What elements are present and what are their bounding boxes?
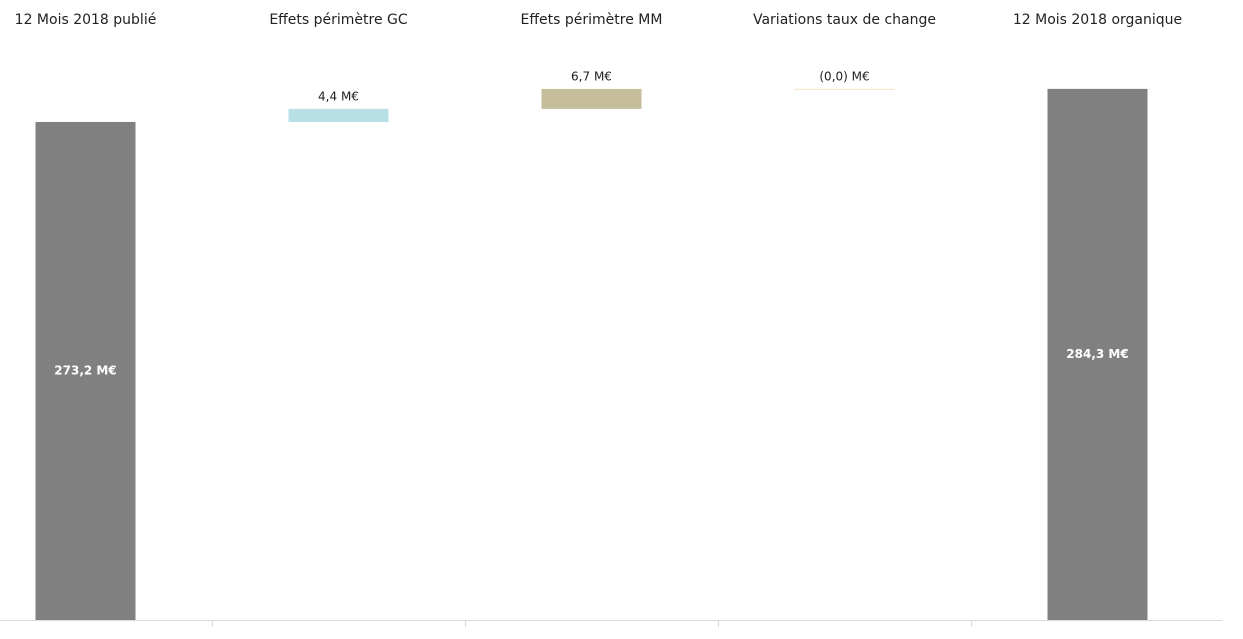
category-label: 12 Mois 2018 organique	[1013, 12, 1182, 28]
value-label: 4,4 M€	[318, 89, 359, 103]
category-label: Variations taux de change	[753, 12, 936, 28]
value-label: 273,2 M€	[54, 363, 116, 377]
delta-bar	[288, 108, 389, 122]
total-bar	[35, 121, 136, 620]
category-label: Effets périmètre GC	[269, 12, 408, 28]
delta-bar	[541, 88, 642, 109]
total-bar	[1047, 88, 1148, 620]
delta-bar	[794, 88, 895, 90]
category-label: 12 Mois 2018 publié	[15, 12, 157, 28]
value-label: (0,0) M€	[819, 69, 869, 83]
value-label: 6,7 M€	[571, 69, 612, 83]
value-label: 284,3 M€	[1066, 347, 1128, 361]
category-label: Effets périmètre MM	[521, 12, 663, 28]
